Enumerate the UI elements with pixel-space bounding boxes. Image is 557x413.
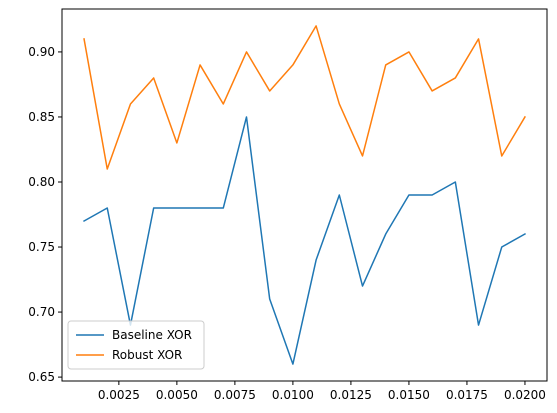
series-line-baseline-xor: [83, 116, 526, 365]
legend: Baseline XOR Robust XOR: [67, 320, 205, 370]
axes-frame: [61, 8, 548, 382]
y-tick-label: 0.90: [28, 45, 55, 59]
y-tick-label: 0.65: [28, 370, 55, 384]
x-tick-label: 0.0050: [156, 388, 198, 402]
y-tick-label: 0.70: [28, 305, 55, 319]
x-tick-label: 0.0175: [446, 388, 488, 402]
y-tick-label: 0.85: [28, 110, 55, 124]
y-tick-label: 0.80: [28, 175, 55, 189]
x-axis-ticks: 0.0025 0.0050 0.0075 0.0100 0.0125 0.0150 0.01…: [98, 381, 546, 402]
x-tick-label: 0.0200: [504, 388, 546, 402]
legend-label: Robust XOR: [112, 348, 182, 362]
plot-area: [61, 8, 548, 382]
series-layer: [83, 25, 526, 365]
x-tick-label: 0.0150: [388, 388, 430, 402]
x-tick-label: 0.0125: [330, 388, 372, 402]
y-axis-ticks: 0.65 0.70 0.75 0.80 0.85 0.90: [28, 45, 62, 384]
x-tick-label: 0.0025: [98, 388, 140, 402]
y-tick-label: 0.75: [28, 240, 55, 254]
series-line-robust-xor: [83, 25, 526, 170]
legend-label: Baseline XOR: [112, 328, 192, 342]
x-tick-label: 0.0075: [214, 388, 256, 402]
legend-box: [67, 320, 205, 370]
x-tick-label: 0.0100: [272, 388, 314, 402]
